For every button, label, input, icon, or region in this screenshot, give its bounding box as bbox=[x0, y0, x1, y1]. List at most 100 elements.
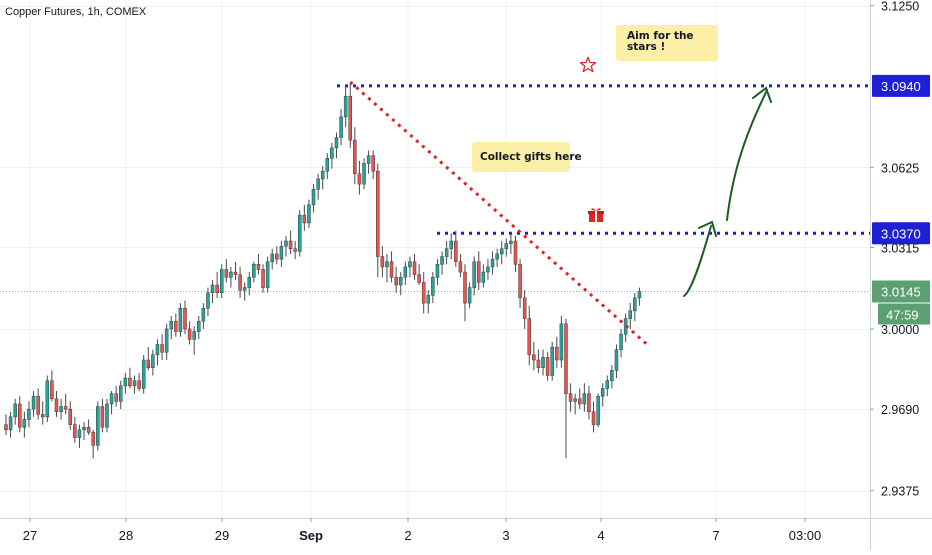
candle-body bbox=[73, 424, 77, 438]
candle-body bbox=[109, 393, 114, 405]
candle-body bbox=[325, 158, 330, 172]
candle bbox=[421, 272, 426, 314]
candle bbox=[394, 266, 398, 293]
candle-body bbox=[541, 357, 545, 368]
candle bbox=[417, 264, 421, 285]
candle bbox=[288, 230, 293, 254]
candle bbox=[36, 388, 40, 420]
candle bbox=[380, 246, 385, 278]
candle bbox=[105, 398, 109, 433]
candle bbox=[610, 365, 614, 389]
candle bbox=[238, 266, 242, 298]
candle bbox=[490, 251, 495, 275]
candle bbox=[389, 251, 394, 283]
candle bbox=[555, 336, 559, 368]
candle-body bbox=[573, 398, 577, 402]
candle-body bbox=[31, 395, 36, 410]
y-tick-label: 3.0370 bbox=[881, 226, 921, 241]
candle bbox=[86, 419, 91, 435]
candle bbox=[132, 375, 137, 394]
candle bbox=[343, 85, 348, 128]
candle bbox=[477, 251, 481, 291]
x-tick-label: 27 bbox=[23, 528, 37, 543]
candle bbox=[96, 401, 100, 451]
x-tick-label: 2 bbox=[404, 528, 411, 543]
candle-body bbox=[559, 323, 564, 361]
candle bbox=[522, 290, 527, 329]
candle-body bbox=[192, 331, 196, 340]
candle-body bbox=[54, 398, 59, 412]
candle-body bbox=[527, 318, 532, 356]
candle bbox=[509, 233, 513, 254]
trendline[interactable] bbox=[349, 80, 650, 347]
candle-body bbox=[13, 403, 17, 418]
candle-body bbox=[421, 282, 426, 304]
callout-collect-gifts[interactable]: Collect gifts here bbox=[472, 142, 582, 209]
countdown-label-bg bbox=[878, 303, 930, 325]
candle-body bbox=[128, 377, 132, 387]
y-tick-label: 2.9375 bbox=[881, 485, 919, 499]
y-tick-label: 3.0625 bbox=[881, 161, 919, 175]
candle bbox=[68, 401, 73, 430]
candle-body bbox=[582, 393, 587, 405]
candle-body bbox=[187, 328, 192, 340]
level-price-label-bg bbox=[872, 222, 930, 245]
candle bbox=[486, 259, 490, 280]
candle bbox=[13, 398, 17, 425]
candle-body bbox=[614, 349, 619, 371]
candle-body bbox=[477, 261, 481, 283]
candle-body bbox=[591, 411, 596, 425]
candle bbox=[353, 127, 357, 185]
candle bbox=[123, 372, 128, 394]
candle bbox=[559, 316, 564, 368]
candle-body bbox=[394, 276, 398, 286]
candle-body bbox=[426, 295, 431, 304]
candle bbox=[210, 279, 215, 304]
candle-body bbox=[270, 253, 274, 262]
candle-body bbox=[587, 393, 591, 412]
candle-body bbox=[178, 308, 183, 332]
candle-body bbox=[174, 320, 178, 332]
candle bbox=[628, 303, 632, 329]
callout-collect-gifts-text: Collect gifts here bbox=[480, 151, 582, 163]
y-tick-label: 3.0315 bbox=[881, 241, 919, 255]
candle-body bbox=[45, 380, 50, 418]
candle-body bbox=[504, 243, 509, 250]
candle bbox=[293, 241, 297, 260]
candle bbox=[463, 264, 467, 322]
candle-body bbox=[238, 274, 242, 291]
candle bbox=[426, 290, 431, 314]
y-tick-label: 3.1250 bbox=[881, 0, 919, 14]
candle bbox=[573, 393, 577, 415]
x-tick-label: Sep bbox=[299, 528, 323, 543]
candle bbox=[316, 173, 320, 200]
projection-arrow-2[interactable] bbox=[726, 89, 768, 221]
candle-body bbox=[197, 320, 201, 332]
candle bbox=[215, 272, 219, 298]
y-tick-label: 3.0000 bbox=[881, 323, 919, 337]
candle bbox=[600, 383, 605, 407]
candle bbox=[591, 401, 596, 433]
candle-body bbox=[486, 266, 490, 273]
candle bbox=[454, 230, 458, 267]
candle bbox=[27, 401, 31, 428]
candle-body bbox=[376, 170, 380, 257]
projection-arrow-1[interactable] bbox=[683, 225, 712, 297]
candle bbox=[582, 383, 587, 412]
candle bbox=[532, 341, 536, 371]
candle-body bbox=[320, 170, 325, 180]
candle-body bbox=[224, 269, 229, 278]
candle bbox=[614, 344, 619, 379]
candle bbox=[4, 414, 8, 435]
callout-aim-stars[interactable]: Aim for the stars ! bbox=[612, 25, 718, 69]
candle-body bbox=[398, 276, 403, 286]
candle-body bbox=[403, 266, 408, 278]
candle-body bbox=[252, 264, 256, 278]
candle bbox=[541, 349, 545, 376]
candle bbox=[178, 303, 183, 337]
candle bbox=[270, 248, 274, 270]
candle bbox=[307, 199, 311, 229]
candle bbox=[398, 272, 403, 296]
